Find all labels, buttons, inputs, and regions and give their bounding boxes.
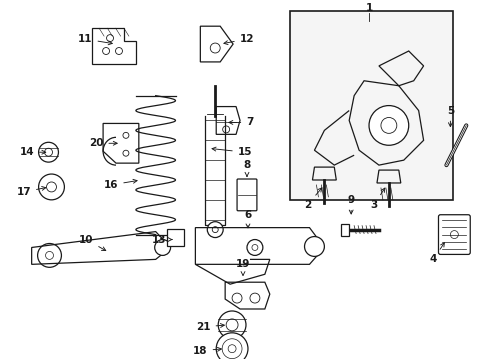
Text: 12: 12	[224, 34, 254, 45]
Text: 10: 10	[79, 234, 105, 251]
Text: 4: 4	[429, 243, 444, 264]
Text: 7: 7	[228, 117, 253, 127]
Circle shape	[218, 311, 245, 339]
Text: 2: 2	[303, 188, 321, 210]
Text: 3: 3	[369, 188, 384, 210]
Text: 21: 21	[196, 322, 224, 332]
Text: 16: 16	[103, 179, 137, 190]
Text: 9: 9	[347, 195, 354, 214]
Text: 11: 11	[78, 34, 112, 45]
Text: 15: 15	[212, 147, 252, 157]
Circle shape	[304, 237, 324, 256]
Circle shape	[207, 222, 223, 238]
Text: 5: 5	[446, 105, 453, 127]
Text: 17: 17	[17, 186, 46, 197]
Circle shape	[368, 105, 408, 145]
Text: 6: 6	[244, 210, 251, 228]
Bar	[289, 11, 452, 200]
FancyBboxPatch shape	[237, 179, 256, 211]
Bar	[166, 229, 184, 247]
Bar	[341, 224, 348, 235]
Circle shape	[154, 239, 170, 255]
Text: 8: 8	[243, 160, 250, 176]
Text: 18: 18	[193, 346, 221, 356]
Text: 19: 19	[235, 259, 250, 275]
Text: 14: 14	[20, 147, 46, 157]
Text: 20: 20	[89, 138, 117, 148]
Circle shape	[246, 239, 263, 255]
Text: 13: 13	[151, 234, 172, 244]
Text: 1: 1	[365, 3, 372, 13]
FancyBboxPatch shape	[438, 215, 469, 255]
Circle shape	[216, 333, 247, 360]
